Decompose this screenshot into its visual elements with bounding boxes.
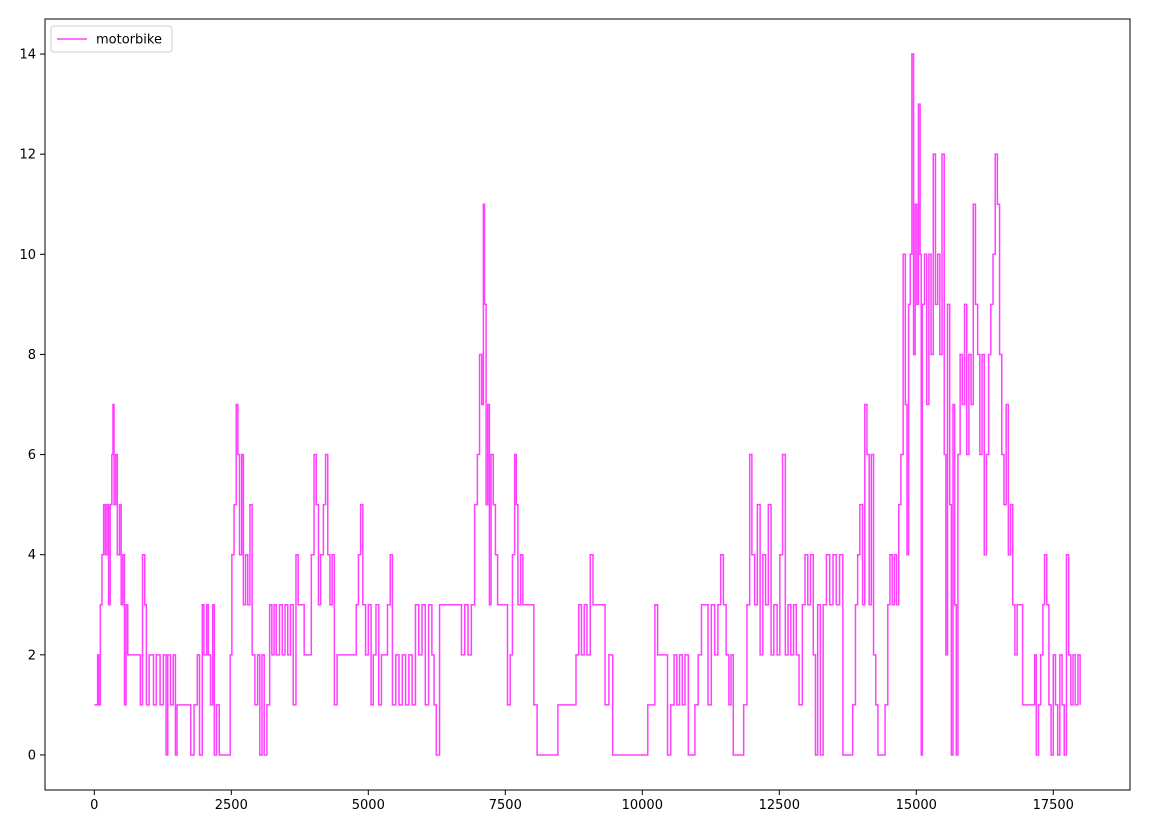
series-layer <box>94 53 1081 756</box>
legend-box <box>50 25 173 53</box>
y-axis: 0 2 4 6 8 10 12 14 <box>19 48 45 763</box>
y-tick-label: 2 <box>28 648 36 663</box>
x-tick-label: 7500 <box>489 798 522 813</box>
x-tick-label: 15000 <box>896 798 937 813</box>
y-tick-label: 10 <box>19 248 36 263</box>
x-tick-label: 5000 <box>352 798 385 813</box>
plot-frame <box>44 18 1131 791</box>
y-tick-label: 0 <box>28 748 36 763</box>
y-tick-label: 14 <box>19 48 36 63</box>
legend-label-motorbike: motorbike <box>96 33 162 48</box>
y-tick-label: 6 <box>28 448 36 463</box>
y-tick-label: 4 <box>28 548 36 563</box>
x-tick-label: 10000 <box>622 798 663 813</box>
x-tick-label: 2500 <box>215 798 248 813</box>
x-axis: 0 2500 5000 7500 10000 12500 15000 17500 <box>90 790 1074 813</box>
y-tick-label: 12 <box>19 148 36 163</box>
x-tick-label: 0 <box>90 798 98 813</box>
x-tick-label: 17500 <box>1033 798 1074 813</box>
series-line-motorbike <box>94 53 1081 756</box>
y-tick-label: 8 <box>28 348 36 363</box>
legend: motorbike <box>50 25 173 53</box>
x-tick-label: 12500 <box>759 798 800 813</box>
